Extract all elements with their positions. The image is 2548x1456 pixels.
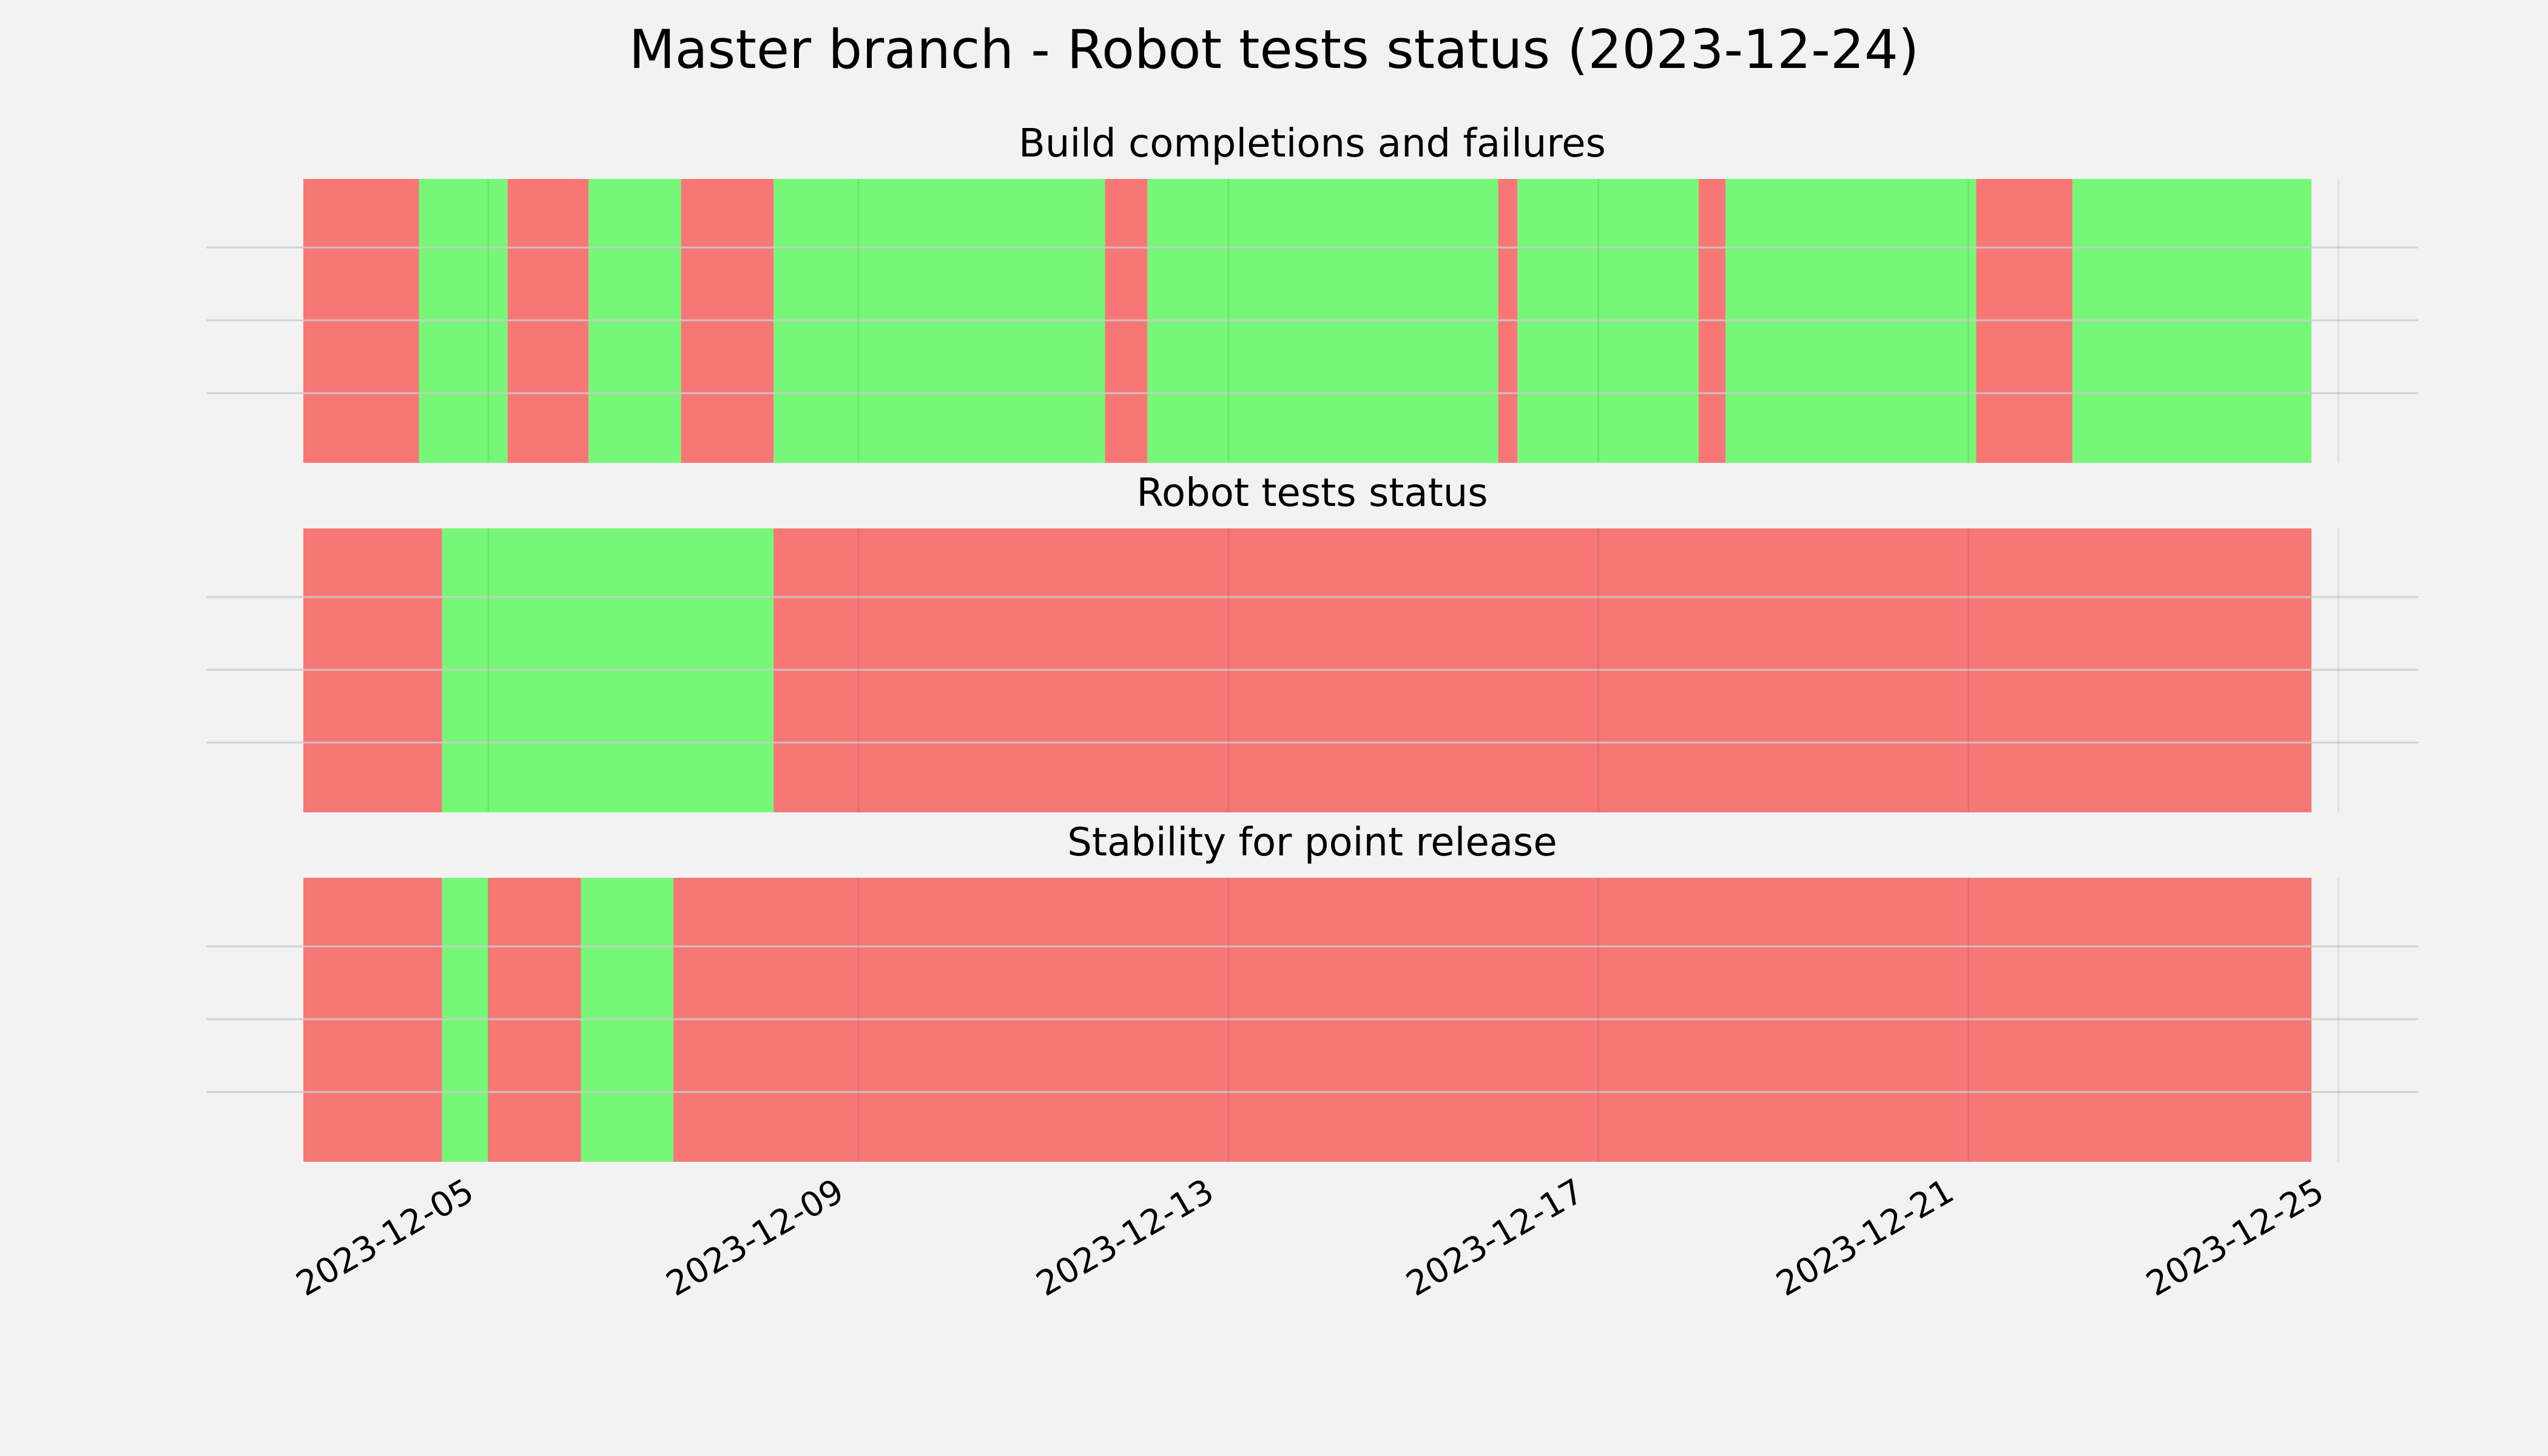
panel-3: Stability for point release	[206, 820, 2418, 1162]
panel-title: Stability for point release	[1067, 820, 1557, 865]
panel-title: Robot tests status	[1136, 471, 1488, 516]
panel-title: Build completions and failures	[1019, 121, 1606, 166]
chart-panels: Build completions and failures Robot test…	[206, 121, 2418, 1162]
panel-2: Robot tests status	[206, 471, 2418, 812]
panel-1: Build completions and failures	[206, 121, 2418, 463]
chart-title: Master branch - Robot tests status (2023…	[629, 18, 1919, 81]
